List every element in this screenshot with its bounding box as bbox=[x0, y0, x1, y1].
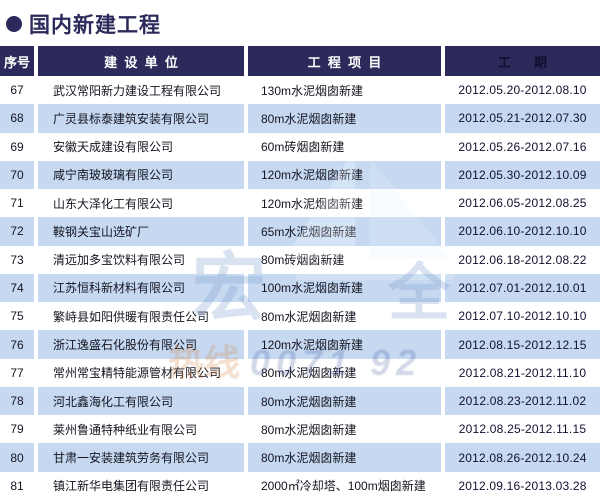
cell-period: 2012.05.26-2012.07.16 bbox=[458, 139, 587, 154]
table-row: 79 莱州鲁通特种纸业有限公司 80m水泥烟囱新建 2012.08.25-2012.1… bbox=[0, 415, 600, 443]
cell-company: 莱州鲁通特种纸业有限公司 bbox=[53, 422, 198, 437]
cell-no: 68 bbox=[0, 104, 34, 133]
cell-company: 安徽天成建设有限公司 bbox=[53, 140, 174, 155]
cell-company: 山东大泽化工有限公司 bbox=[53, 196, 174, 211]
table-row: 77 常州常宝精特能源管材有限公司 80m水泥烟囱新建 2012.08.21-2012… bbox=[0, 359, 600, 387]
cell-no: 74 bbox=[0, 273, 34, 303]
table-body: 67 武汉常阳新力建设工程有限公司 130m水泥烟囱新建 2012.05.20-201… bbox=[0, 76, 600, 500]
page-title-text: 国内新建工程 bbox=[29, 14, 161, 37]
cell-period: 2012.05.30-2012.10.09 bbox=[445, 160, 600, 190]
cell-company: 广灵县标泰建筑安装有限公司 bbox=[38, 104, 244, 133]
cell-company: 武汉常阳新力建设工程有限公司 bbox=[53, 83, 222, 98]
table-row: 70 咸宁南玻玻璃有限公司 120m水泥烟囱新建 2012.05.30-2012.10… bbox=[0, 160, 600, 190]
table-header-row: 序号 建 设 单 位 工 程 项 目 工 期 bbox=[0, 46, 600, 76]
cell-period: 2012.07.01-2012.10.01 bbox=[445, 273, 600, 303]
page-title: 国内新建工程 bbox=[0, 0, 600, 37]
table-row: 78 河北鑫海化工有限公司 80m水泥烟囱新建 2012.08.23-2012.11.… bbox=[0, 386, 600, 416]
table-row: 69 安徽天成建设有限公司 60m砖烟囱新建 2012.05.26-2012.07.1… bbox=[0, 133, 600, 161]
cell-project: 80m砖烟囱新建 bbox=[261, 253, 345, 268]
cell-project: 120m水泥烟囱新建 bbox=[261, 196, 364, 211]
cell-project: 130m水泥烟囱新建 bbox=[261, 83, 364, 98]
cell-company: 常州常宝精特能源管材有限公司 bbox=[53, 366, 222, 381]
cell-company: 镇江新华电集团有限责任公司 bbox=[53, 479, 210, 494]
cell-period: 2012.06.10-2012.10.10 bbox=[445, 217, 600, 246]
cell-period: 2012.08.21-2012.11.10 bbox=[458, 365, 587, 380]
column-header-period: 工 期 bbox=[445, 46, 600, 76]
column-header-project: 工 程 项 目 bbox=[248, 46, 441, 76]
table-row: 71 山东大泽化工有限公司 120m水泥烟囱新建 2012.06.05-2012.08… bbox=[0, 189, 600, 217]
cell-period: 2012.06.05-2012.08.25 bbox=[458, 196, 587, 211]
cell-project: 120m水泥烟囱新建 bbox=[248, 330, 441, 359]
table-row: 72 鞍钢关宝山选矿厂 65m水泥烟囱新建 2012.06.10-2012.10.10 bbox=[0, 217, 600, 246]
cell-project: 80m水泥烟囱新建 bbox=[248, 386, 441, 416]
cell-project: 60m砖烟囱新建 bbox=[261, 140, 345, 155]
cell-no: 81 bbox=[10, 478, 24, 493]
cell-no: 79 bbox=[10, 422, 24, 437]
cell-period: 2012.08.15-2012.12.15 bbox=[445, 330, 600, 359]
cell-project: 80m水泥烟囱新建 bbox=[261, 366, 357, 381]
cell-project: 65m水泥烟囱新建 bbox=[248, 217, 441, 246]
projects-table: 序号 建 设 单 位 工 程 项 目 工 期 67 武汉常阳新力建设工程有限公司 1… bbox=[0, 46, 600, 500]
table-row: 80 甘肃一安装建筑劳务有限公司 80m水泥烟囱新建 2012.08.26-2012.… bbox=[0, 443, 600, 472]
cell-no: 70 bbox=[0, 160, 34, 190]
cell-period: 2012.08.26-2012.10.24 bbox=[445, 443, 600, 472]
cell-no: 78 bbox=[0, 386, 34, 416]
bullet-icon bbox=[6, 16, 22, 32]
cell-no: 69 bbox=[10, 139, 24, 154]
cell-project: 100m水泥烟囱新建 bbox=[248, 273, 441, 303]
cell-no: 77 bbox=[10, 365, 24, 380]
cell-project: 80m水泥烟囱新建 bbox=[248, 104, 441, 133]
table-row: 75 繁峙县如阳供暖有限责任公司 80m水泥烟囱新建 2012.07.10-2012.… bbox=[0, 302, 600, 330]
cell-no: 75 bbox=[10, 309, 24, 324]
cell-no: 67 bbox=[10, 83, 24, 98]
cell-project: 2000㎡冷却塔、100m烟囱新建 bbox=[261, 479, 426, 494]
cell-no: 71 bbox=[10, 196, 24, 211]
cell-company: 浙江逸盛石化股份有限公司 bbox=[38, 330, 244, 359]
cell-company: 繁峙县如阳供暖有限责任公司 bbox=[53, 309, 210, 324]
cell-period: 2012.08.25-2012.11.15 bbox=[458, 422, 587, 437]
column-header-no: 序号 bbox=[0, 46, 34, 76]
cell-company: 河北鑫海化工有限公司 bbox=[38, 386, 244, 416]
column-header-company: 建 设 单 位 bbox=[38, 46, 244, 76]
cell-project: 120m水泥烟囱新建 bbox=[248, 160, 441, 190]
table-row: 68 广灵县标泰建筑安装有限公司 80m水泥烟囱新建 2012.05.21-2012.… bbox=[0, 104, 600, 133]
table-row: 81 镇江新华电集团有限责任公司 2000㎡冷却塔、100m烟囱新建 2012.09.… bbox=[0, 472, 600, 500]
cell-no: 76 bbox=[0, 330, 34, 359]
cell-company: 甘肃一安装建筑劳务有限公司 bbox=[38, 443, 244, 472]
cell-period: 2012.05.21-2012.07.30 bbox=[445, 104, 600, 133]
cell-no: 80 bbox=[0, 443, 34, 472]
cell-no: 73 bbox=[10, 252, 24, 267]
cell-period: 2012.06.18-2012.08.22 bbox=[458, 252, 587, 267]
cell-company: 咸宁南玻玻璃有限公司 bbox=[38, 160, 244, 190]
cell-project: 80m水泥烟囱新建 bbox=[248, 443, 441, 472]
cell-period: 2012.08.23-2012.11.02 bbox=[445, 386, 600, 416]
cell-no: 72 bbox=[0, 217, 34, 246]
cell-period: 2012.09.16-2013.03.28 bbox=[458, 478, 587, 493]
cell-company: 清远加多宝饮料有限公司 bbox=[53, 253, 186, 268]
cell-company: 鞍钢关宝山选矿厂 bbox=[38, 217, 244, 246]
table-row: 74 江苏恒科新材料有限公司 100m水泥烟囱新建 2012.07.01-2012.1… bbox=[0, 273, 600, 303]
cell-project: 80m水泥烟囱新建 bbox=[261, 422, 357, 437]
cell-period: 2012.07.10-2012.10.10 bbox=[458, 309, 587, 324]
cell-project: 80m水泥烟囱新建 bbox=[261, 309, 357, 324]
table-row: 76 浙江逸盛石化股份有限公司 120m水泥烟囱新建 2012.08.15-2012.… bbox=[0, 330, 600, 359]
cell-period: 2012.05.20-2012.08.10 bbox=[458, 83, 587, 98]
table-row: 67 武汉常阳新力建设工程有限公司 130m水泥烟囱新建 2012.05.20-201… bbox=[0, 76, 600, 104]
table-row: 73 清远加多宝饮料有限公司 80m砖烟囱新建 2012.06.18-2012.08.… bbox=[0, 246, 600, 274]
cell-company: 江苏恒科新材料有限公司 bbox=[38, 273, 244, 303]
